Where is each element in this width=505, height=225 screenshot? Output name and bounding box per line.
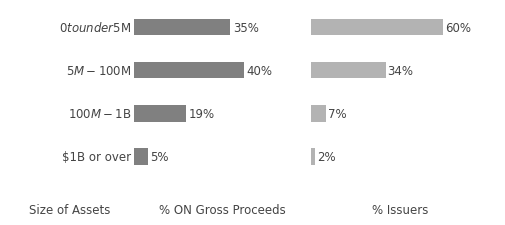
Text: 2%: 2% <box>317 150 335 163</box>
Text: $1B or over: $1B or over <box>62 150 131 163</box>
Text: $100M-$1B: $100M-$1B <box>68 107 131 120</box>
Bar <box>311 20 443 36</box>
Bar <box>311 148 315 165</box>
Text: % ON Gross Proceeds: % ON Gross Proceeds <box>159 203 285 216</box>
Bar <box>311 63 386 79</box>
Text: 7%: 7% <box>328 107 346 120</box>
Text: 40%: 40% <box>246 65 273 77</box>
Bar <box>134 63 244 79</box>
Text: 19%: 19% <box>188 107 215 120</box>
Bar <box>134 148 147 165</box>
Text: $0 to under $5M: $0 to under $5M <box>59 21 131 35</box>
Bar <box>311 106 326 122</box>
Text: Size of Assets: Size of Assets <box>29 203 110 216</box>
Text: 5%: 5% <box>150 150 168 163</box>
Text: 60%: 60% <box>445 22 471 35</box>
Text: 35%: 35% <box>233 22 259 35</box>
Bar <box>134 106 186 122</box>
Text: % Issuers: % Issuers <box>372 203 428 216</box>
Text: 34%: 34% <box>388 65 414 77</box>
Bar <box>134 20 230 36</box>
Text: $5M-$100M: $5M-$100M <box>66 65 131 77</box>
